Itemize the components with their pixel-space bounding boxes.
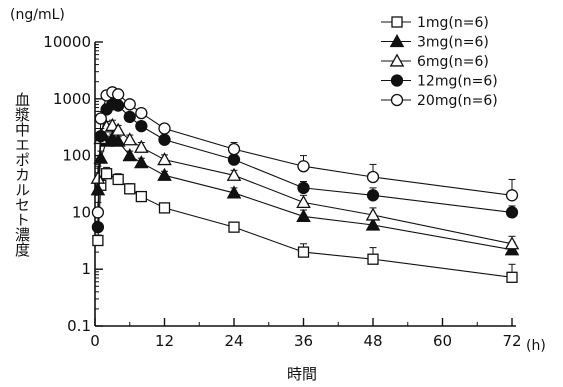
data-point: [122, 132, 138, 146]
series-line: [97, 91, 513, 213]
legend-label: 12mg(n=6): [417, 74, 498, 90]
data-point: [505, 206, 519, 219]
data-point: [157, 152, 172, 166]
data-point: [296, 208, 311, 223]
data-point: [158, 133, 171, 146]
data-point: [110, 133, 126, 147]
x-tick-label: 12: [155, 332, 174, 350]
data-point: [112, 99, 125, 112]
y-unit-label: (ng/mL): [10, 7, 65, 23]
data-point: [506, 271, 518, 283]
x-tick-label: 36: [294, 332, 313, 350]
data-point: [92, 234, 104, 247]
data-point: [365, 207, 381, 221]
data-point: [366, 170, 380, 184]
legend-item: 3mg(n=6): [381, 33, 489, 51]
y-axis-title: 血漿中エポカルセト濃度: [13, 92, 31, 257]
legend-marker: [391, 16, 403, 28]
data-point: [112, 173, 124, 186]
x-tick-label: 72: [502, 332, 521, 350]
data-point: [157, 167, 172, 181]
data-point: [94, 112, 107, 125]
data-point: [134, 155, 149, 169]
legend-label: 1mg(n=6): [417, 15, 489, 31]
data-point: [91, 220, 105, 234]
data-point: [135, 119, 148, 133]
data-point: [123, 110, 136, 124]
x-tick-label: 24: [224, 332, 243, 350]
data-point: [124, 183, 136, 195]
data-point: [227, 153, 241, 166]
legend-label: 20mg(n=6): [417, 93, 498, 109]
x-tick-label: 0: [90, 332, 100, 350]
series-layer: [90, 86, 520, 283]
data-point: [112, 88, 125, 101]
data-point: [226, 167, 242, 181]
legend-label: 6mg(n=6): [417, 54, 489, 70]
y-tick-label: 1: [81, 260, 91, 278]
data-point: [134, 139, 149, 153]
data-point: [135, 106, 148, 120]
data-point: [100, 168, 113, 180]
data-point: [366, 189, 380, 202]
data-point: [504, 236, 520, 250]
data-point: [110, 122, 126, 136]
series-4: [91, 98, 519, 234]
data-point: [296, 194, 311, 209]
data-point: [505, 189, 519, 202]
data-point: [158, 122, 171, 135]
legend-marker: [389, 53, 405, 67]
y-tick-label: 100: [62, 147, 91, 165]
data-point: [91, 206, 105, 219]
legend-label: 3mg(n=6): [417, 35, 489, 51]
y-tick-label: 1000: [53, 90, 91, 108]
data-point: [227, 142, 241, 156]
y-tick-label: 0.1: [67, 317, 91, 335]
data-point: [123, 98, 136, 111]
legend-marker: [389, 33, 405, 48]
axes-layer: 0.1 1 10 100 1000 10000 0 12 24 36 48 60 72: [43, 33, 521, 350]
data-point: [122, 148, 138, 162]
data-point: [226, 185, 242, 199]
x-tick-label: 60: [433, 332, 452, 350]
legend-item: 6mg(n=6): [381, 53, 489, 70]
legend: 1mg(n=6) 3mg(n=6) 6mg(n=6) 12mg(n=6) 20mg(n=…: [381, 15, 498, 109]
legend-item: 1mg(n=6): [381, 15, 489, 31]
data-point: [365, 217, 381, 231]
data-point: [297, 181, 310, 195]
data-point: [228, 221, 240, 233]
data-point: [135, 190, 147, 203]
y-tick-label: 10: [72, 203, 91, 221]
data-point: [90, 170, 106, 184]
x-unit-label: (h): [526, 338, 546, 354]
data-point: [297, 160, 310, 173]
data-point: [297, 246, 310, 258]
legend-marker: [390, 93, 404, 107]
data-point: [367, 253, 379, 265]
data-point: [93, 150, 109, 164]
x-tick-label: 48: [363, 332, 382, 350]
data-point: [158, 202, 171, 214]
legend-item: 20mg(n=6): [381, 93, 498, 109]
x-axis-title: 時間: [287, 365, 317, 383]
y-tick-label: 10000: [43, 33, 91, 51]
series-5: [91, 86, 519, 219]
legend-item: 12mg(n=6): [381, 74, 498, 90]
legend-marker: [390, 74, 404, 87]
